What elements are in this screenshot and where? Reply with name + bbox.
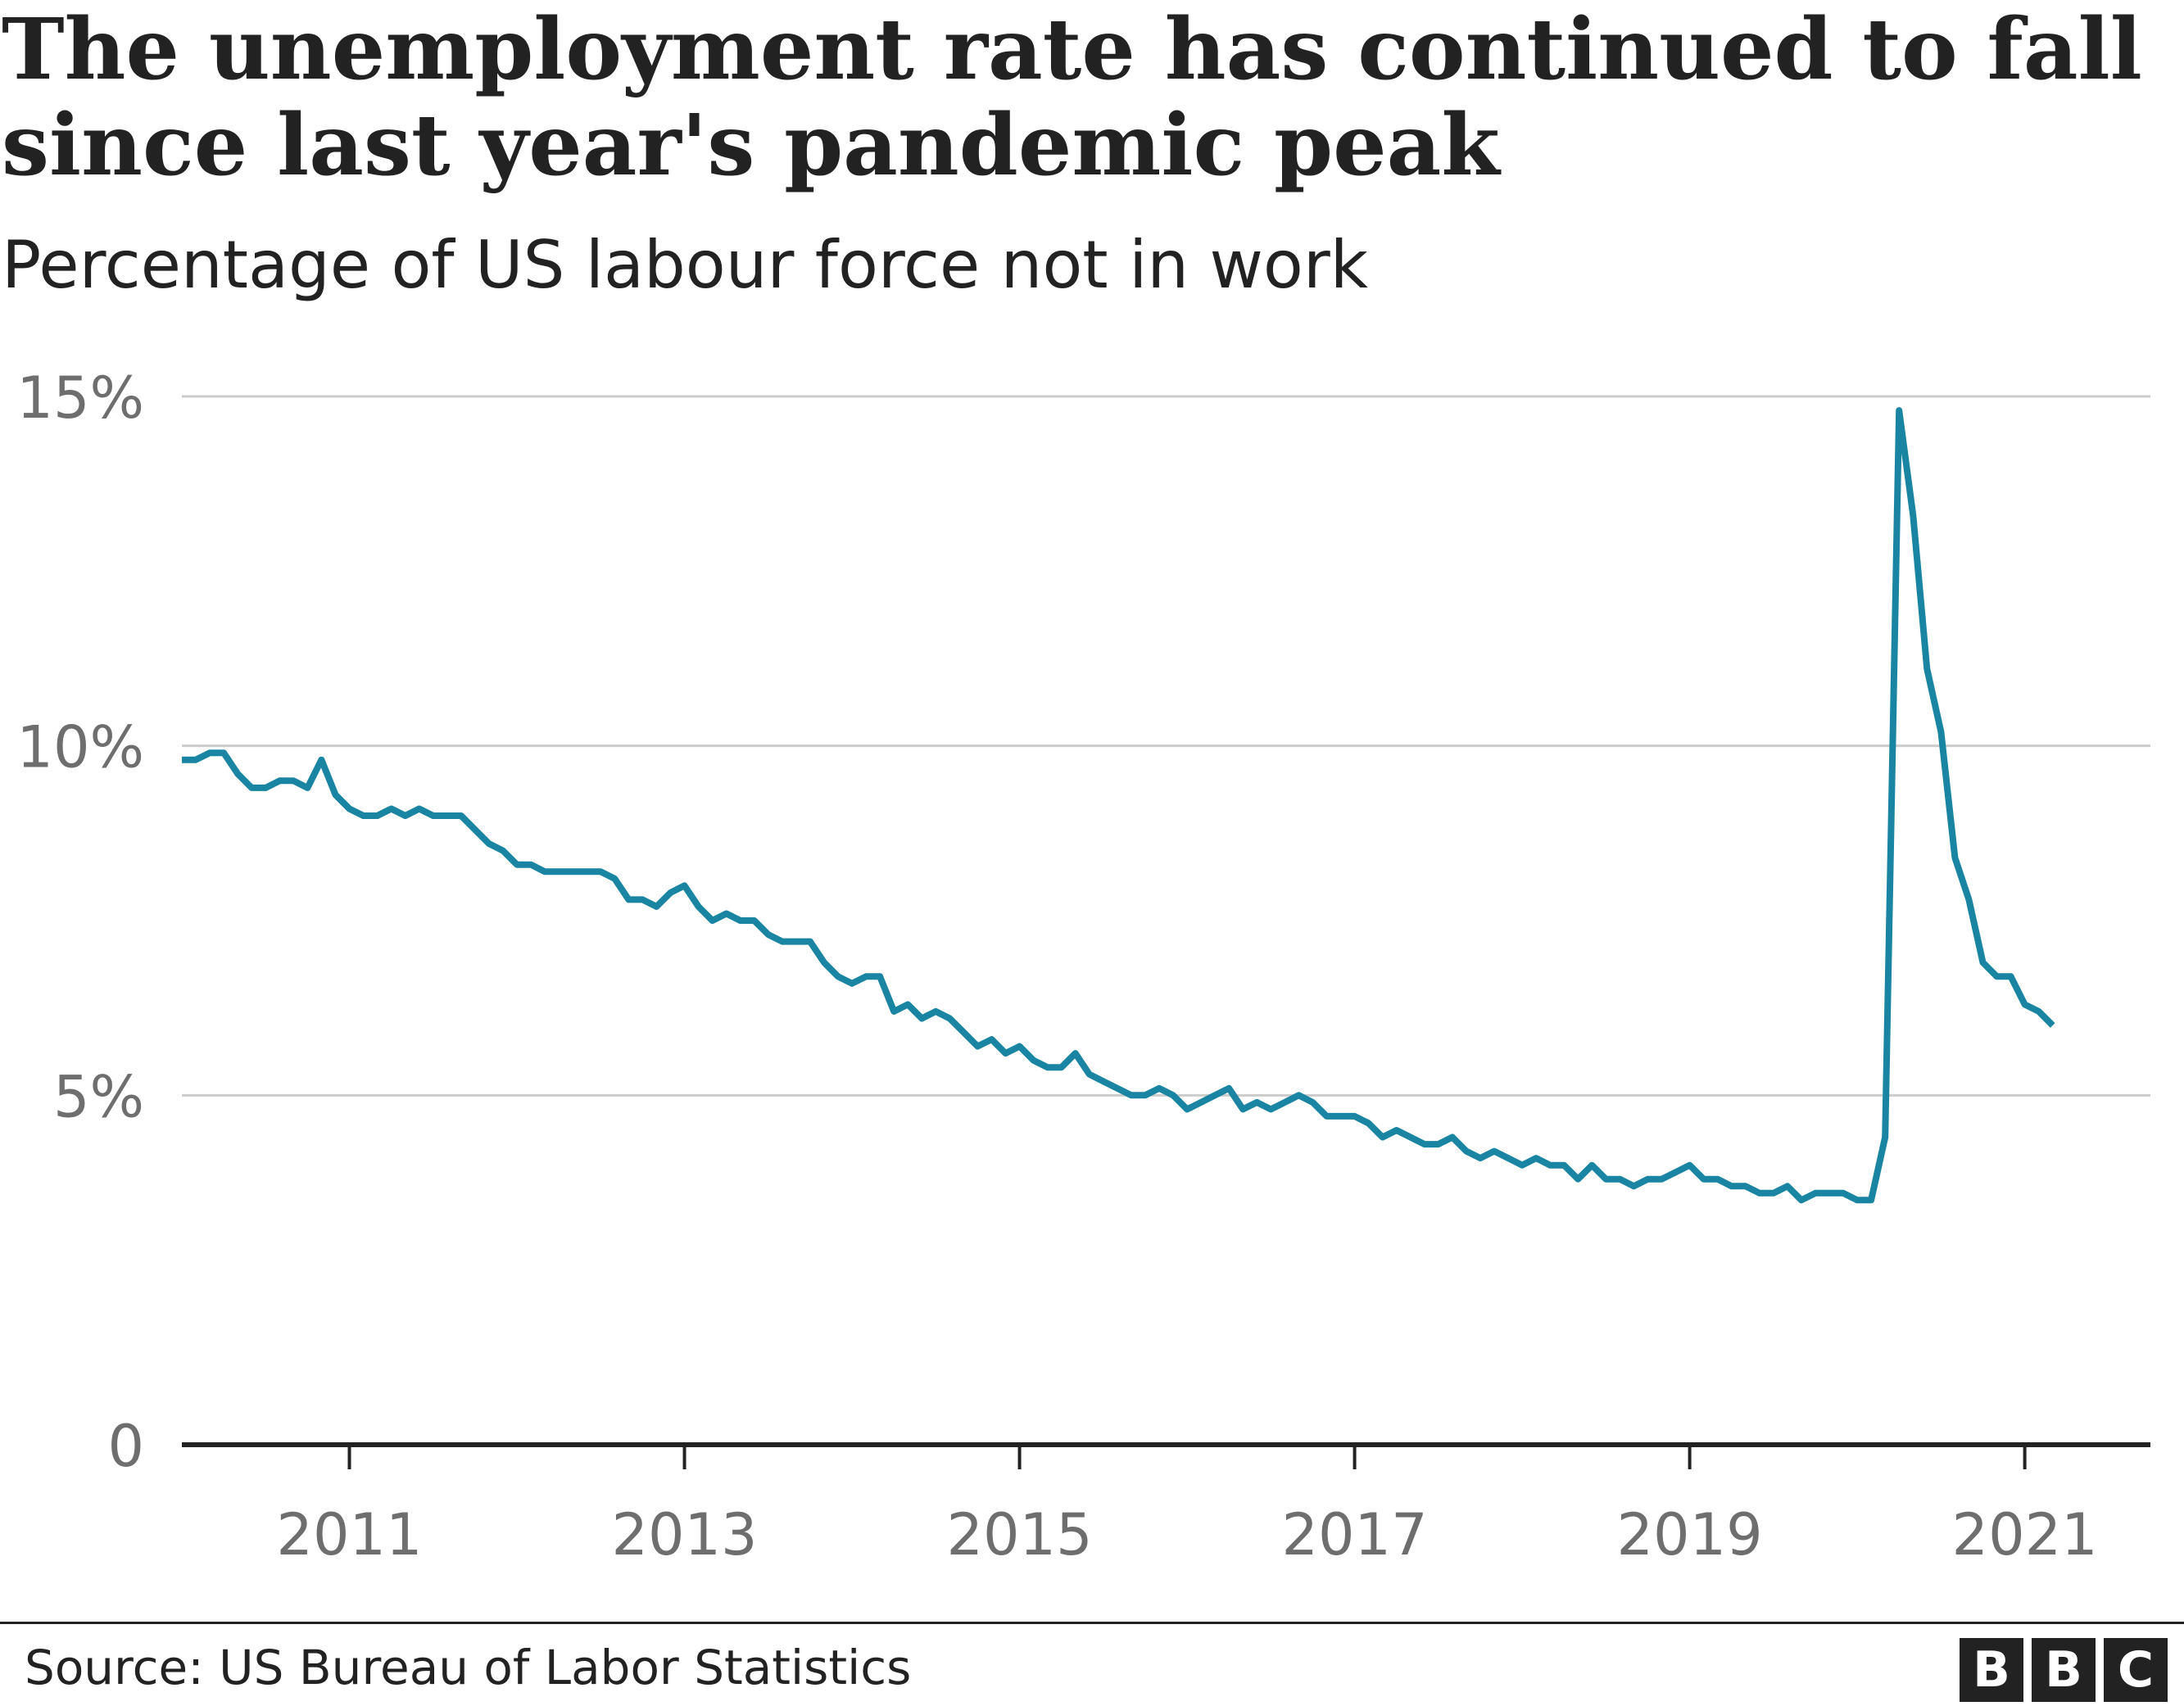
- x-tick-label: 2013: [611, 1501, 757, 1568]
- bbc-logo: B B C: [1960, 1638, 2168, 1704]
- chart-title: The unemployment rate has continued to f…: [2, 0, 2142, 195]
- x-tick-label: 2017: [1281, 1501, 1427, 1568]
- y-tick-label: 0: [107, 1413, 144, 1480]
- unemployment-rate-line: [182, 407, 2055, 1204]
- chart-subtitle: Percentage of US labour force not in wor…: [2, 227, 1369, 303]
- source-note: Source: US Bureau of Labor Statistics: [25, 1640, 912, 1695]
- x-tick-label: 2015: [946, 1501, 1092, 1568]
- bbc-logo-letter: B: [1960, 1638, 2023, 1702]
- bbc-logo-letter: C: [2104, 1638, 2168, 1702]
- y-tick-label: 10%: [16, 714, 144, 781]
- y-tick-label: 15%: [16, 364, 144, 432]
- line-chart: 0 5% 10% 15% 2011 2013 2015 2017 2019 2021: [16, 364, 2150, 1568]
- footer-divider: [0, 1622, 2184, 1624]
- x-tick-label: 2011: [276, 1501, 422, 1568]
- bbc-logo-letter: B: [2032, 1638, 2096, 1702]
- x-tick-label: 2019: [1617, 1501, 1763, 1568]
- x-tick-label: 2021: [1952, 1501, 2098, 1568]
- y-tick-label: 5%: [53, 1063, 144, 1130]
